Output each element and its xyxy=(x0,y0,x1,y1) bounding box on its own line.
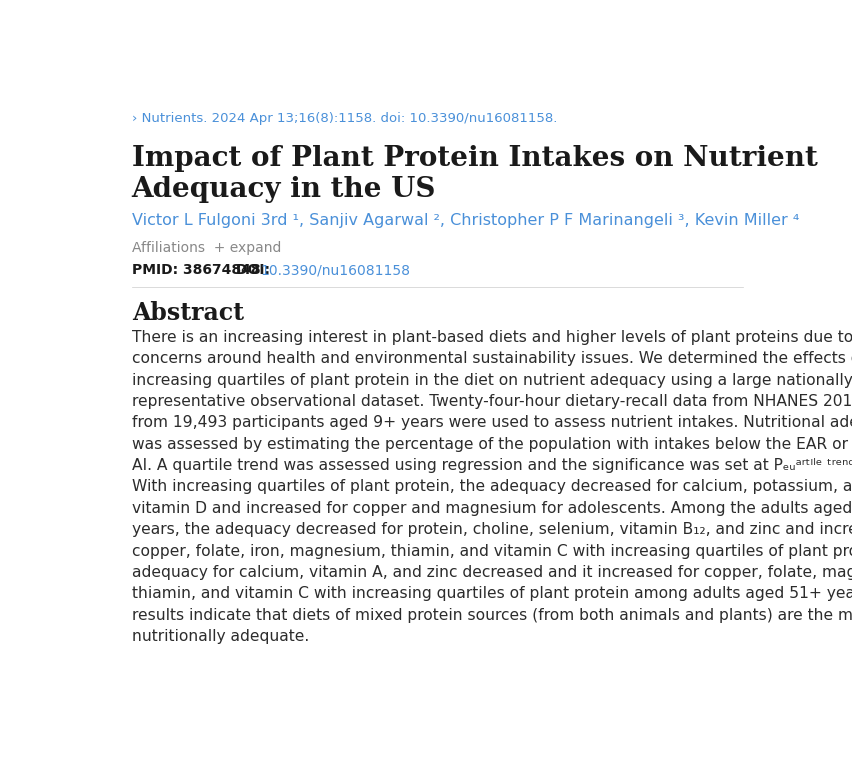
Text: AI. A quartile trend was assessed using regression and the significance was set : AI. A quartile trend was assessed using … xyxy=(131,458,852,473)
Text: years, the adequacy decreased for protein, choline, selenium, vitamin B₁₂, and z: years, the adequacy decreased for protei… xyxy=(131,522,852,537)
Text: DOI:: DOI: xyxy=(235,263,274,277)
Text: Affiliations  + expand: Affiliations + expand xyxy=(131,241,281,255)
Text: PMID: 38674848: PMID: 38674848 xyxy=(131,263,260,277)
Text: increasing quartiles of plant protein in the diet on nutrient adequacy using a l: increasing quartiles of plant protein in… xyxy=(131,372,852,388)
Text: nutritionally adequate.: nutritionally adequate. xyxy=(131,629,308,644)
Text: 10.3390/nu16081158: 10.3390/nu16081158 xyxy=(260,263,410,277)
Text: Impact of Plant Protein Intakes on Nutrient: Impact of Plant Protein Intakes on Nutri… xyxy=(131,145,817,172)
Text: from 19,493 participants aged 9+ years were used to assess nutrient intakes. Nut: from 19,493 participants aged 9+ years w… xyxy=(131,416,852,430)
Text: Adequacy in the US: Adequacy in the US xyxy=(131,176,435,203)
Text: representative observational dataset. Twenty-four-hour dietary-recall data from : representative observational dataset. Tw… xyxy=(131,394,852,409)
Text: Victor L Fulgoni 3rd ¹, Sanjiv Agarwal ², Christopher P F Marinangeli ³, Kevin M: Victor L Fulgoni 3rd ¹, Sanjiv Agarwal ²… xyxy=(131,213,798,228)
Text: concerns around health and environmental sustainability issues. We determined th: concerns around health and environmental… xyxy=(131,351,852,366)
Text: › Nutrients. 2024 Apr 13;16(8):1158. doi: 10.3390/nu16081158.: › Nutrients. 2024 Apr 13;16(8):1158. doi… xyxy=(131,112,556,125)
Text: was assessed by estimating the percentage of the population with intakes below t: was assessed by estimating the percentag… xyxy=(131,437,852,451)
Text: copper, folate, iron, magnesium, thiamin, and vitamin C with increasing quartile: copper, folate, iron, magnesium, thiamin… xyxy=(131,543,852,559)
Text: adequacy for calcium, vitamin A, and zinc decreased and it increased for copper,: adequacy for calcium, vitamin A, and zin… xyxy=(131,565,852,580)
Text: Abstract: Abstract xyxy=(131,301,244,325)
Text: There is an increasing interest in plant-based diets and higher levels of plant : There is an increasing interest in plant… xyxy=(131,330,852,345)
Text: thiamin, and vitamin C with increasing quartiles of plant protein among adults a: thiamin, and vitamin C with increasing q… xyxy=(131,586,852,601)
Text: With increasing quartiles of plant protein, the adequacy decreased for calcium, : With increasing quartiles of plant prote… xyxy=(131,480,852,495)
Text: vitamin D and increased for copper and magnesium for adolescents. Among the adul: vitamin D and increased for copper and m… xyxy=(131,501,852,516)
Text: results indicate that diets of mixed protein sources (from both animals and plan: results indicate that diets of mixed pro… xyxy=(131,608,852,622)
